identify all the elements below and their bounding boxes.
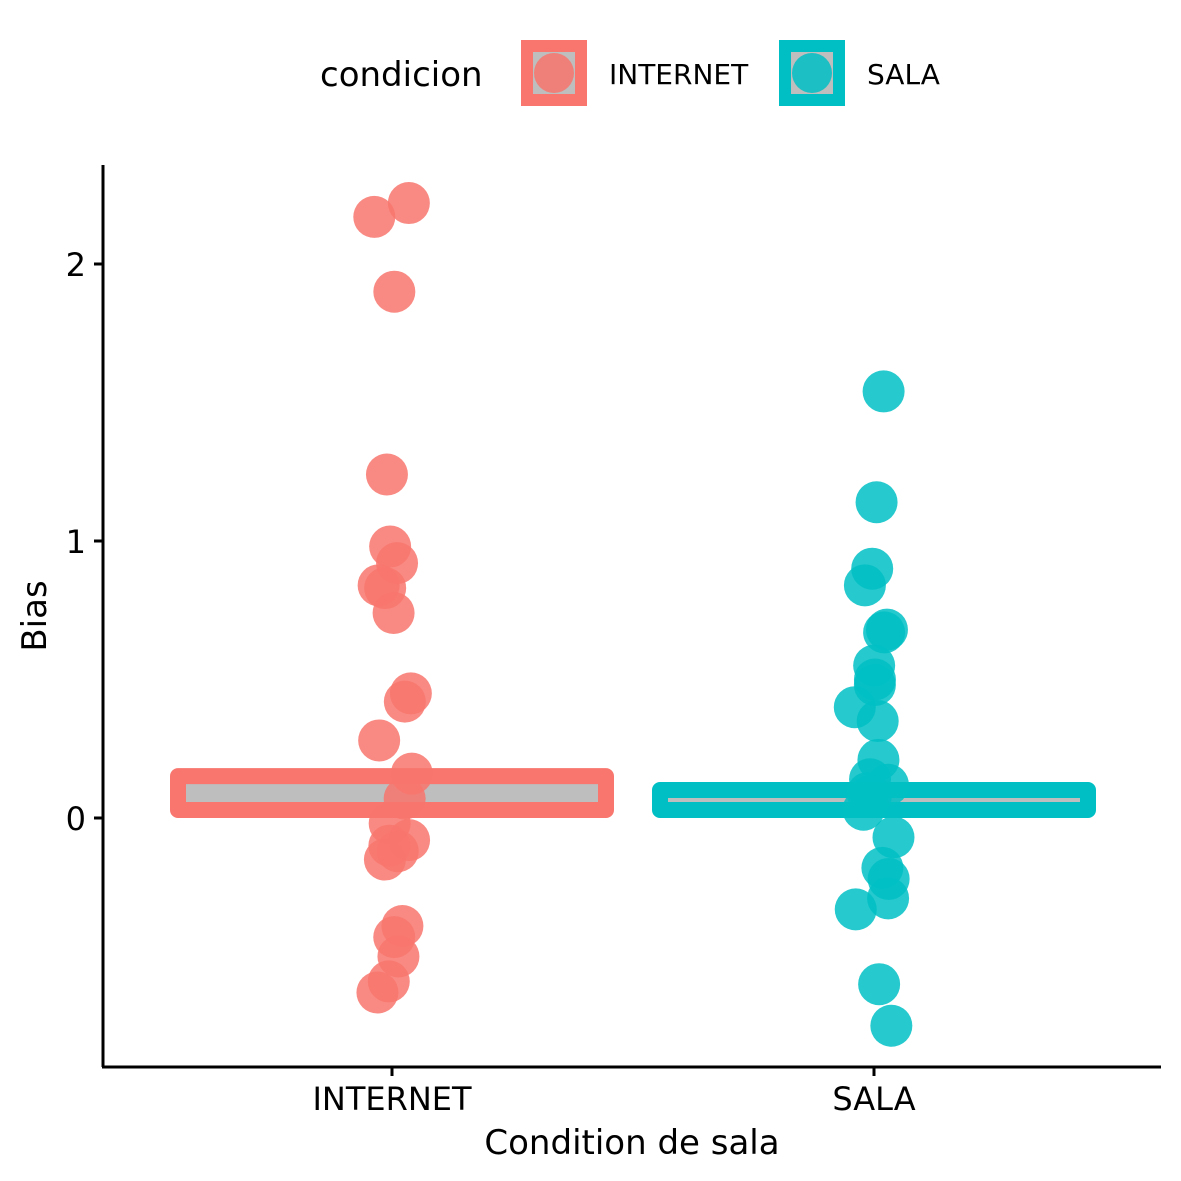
point-sala xyxy=(842,788,885,831)
y-tick-label: 0 xyxy=(66,800,86,838)
point-sala xyxy=(867,877,910,920)
legend-key-point xyxy=(534,53,574,93)
point-sala xyxy=(870,1004,913,1047)
y-ticks: 0 1 2 xyxy=(66,246,103,838)
legend-label-sala: SALA xyxy=(867,58,940,91)
point-internet xyxy=(356,971,399,1014)
bars xyxy=(170,768,1096,819)
point-internet xyxy=(363,838,406,881)
legend: condicion INTERNET SALA xyxy=(320,40,940,106)
point-sala xyxy=(834,888,877,931)
point-sala xyxy=(862,370,905,413)
point-sala xyxy=(843,564,886,607)
y-tick-label: 2 xyxy=(66,246,86,284)
point-sala xyxy=(856,700,899,743)
y-tick-label: 1 xyxy=(66,523,86,561)
legend-label-internet: INTERNET xyxy=(609,58,749,91)
x-tick-label: SALA xyxy=(832,1080,915,1118)
point-sala xyxy=(863,611,906,654)
point-internet xyxy=(372,592,415,635)
legend-title: condicion xyxy=(320,55,483,95)
x-axis-title: Condition de sala xyxy=(484,1123,779,1163)
y-axis-title: Bias xyxy=(15,580,55,651)
point-internet xyxy=(353,195,396,238)
point-sala xyxy=(858,963,901,1006)
point-internet xyxy=(373,270,416,313)
points xyxy=(353,182,915,1047)
point-sala xyxy=(855,481,898,524)
legend-key-point xyxy=(792,53,832,93)
point-internet xyxy=(365,453,408,496)
point-internet xyxy=(383,680,426,723)
point-internet xyxy=(387,182,430,225)
x-tick-label: INTERNET xyxy=(312,1080,472,1118)
x-ticks: INTERNET SALA xyxy=(312,1067,916,1118)
point-internet xyxy=(358,719,401,762)
legend-entries: INTERNET SALA xyxy=(521,40,940,106)
